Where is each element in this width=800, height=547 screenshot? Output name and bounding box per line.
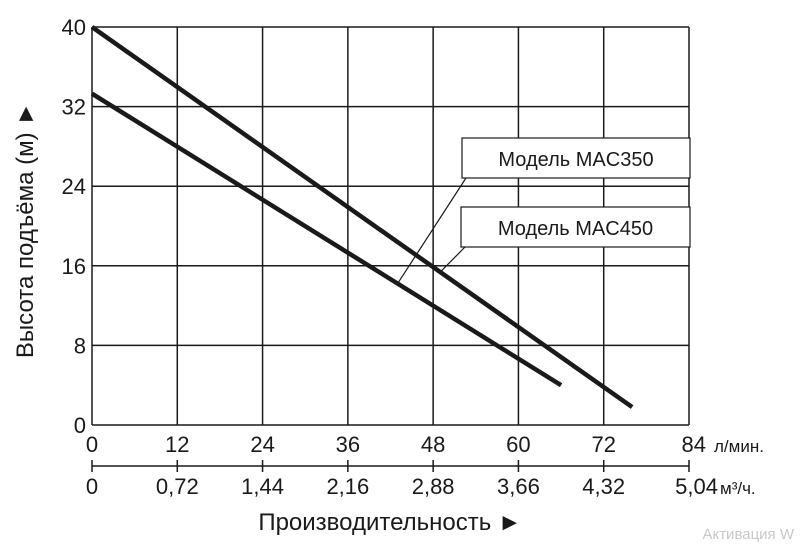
- y-tick-label: 40: [62, 15, 86, 40]
- x-tick-label: 0: [86, 432, 98, 457]
- y-tick-label: 0: [74, 413, 86, 438]
- series-line: [90, 25, 634, 409]
- x-tick-label: 48: [421, 432, 445, 457]
- tick-labels: 081624324000120,72241,44362,16482,88603,…: [62, 15, 718, 499]
- x-tick-label-secondary: 0: [86, 474, 98, 499]
- x-axis-title: Производительность ►: [258, 509, 521, 536]
- x-tick-label-secondary: 1,44: [241, 474, 284, 499]
- watermark: Активация W: [702, 526, 794, 543]
- callout-leader: [397, 177, 467, 284]
- y-tick-label: 8: [74, 333, 86, 358]
- x-unit-primary: л/мин.: [714, 437, 764, 456]
- y-tick-label: 32: [62, 95, 86, 120]
- callout-label: Модель MAC350: [498, 149, 653, 171]
- x-tick-label: 12: [165, 432, 189, 457]
- x-tick-label: 36: [336, 432, 360, 457]
- grid: [91, 26, 690, 472]
- series-line: [90, 91, 563, 388]
- callout-leader: [439, 246, 466, 273]
- callouts: Модель MAC350 Модель MAC450: [397, 137, 691, 284]
- callout-box: [461, 137, 691, 179]
- x-tick-label-secondary: 5,04: [675, 474, 718, 499]
- y-axis-title: Высота подъёма (м) ►: [12, 102, 39, 358]
- callout-box: [460, 206, 691, 248]
- x-unit-secondary: м³/ч.: [720, 479, 756, 498]
- callout-label: Модель MAC450: [498, 218, 653, 240]
- x-tick-label-secondary: 2,16: [326, 474, 369, 499]
- y-tick-label: 16: [62, 254, 86, 279]
- x-tick-label: 24: [250, 432, 274, 457]
- x-tick-label-secondary: 0,72: [156, 474, 199, 499]
- x-tick-label: 84: [682, 432, 706, 457]
- x-tick-label: 72: [591, 432, 615, 457]
- x-tick-label-secondary: 2,88: [412, 474, 455, 499]
- x-tick-label-secondary: 4,32: [582, 474, 625, 499]
- series-lines: [90, 25, 634, 409]
- x-tick-label: 60: [506, 432, 530, 457]
- y-tick-label: 24: [62, 174, 86, 199]
- x-tick-label-secondary: 3,66: [497, 474, 540, 499]
